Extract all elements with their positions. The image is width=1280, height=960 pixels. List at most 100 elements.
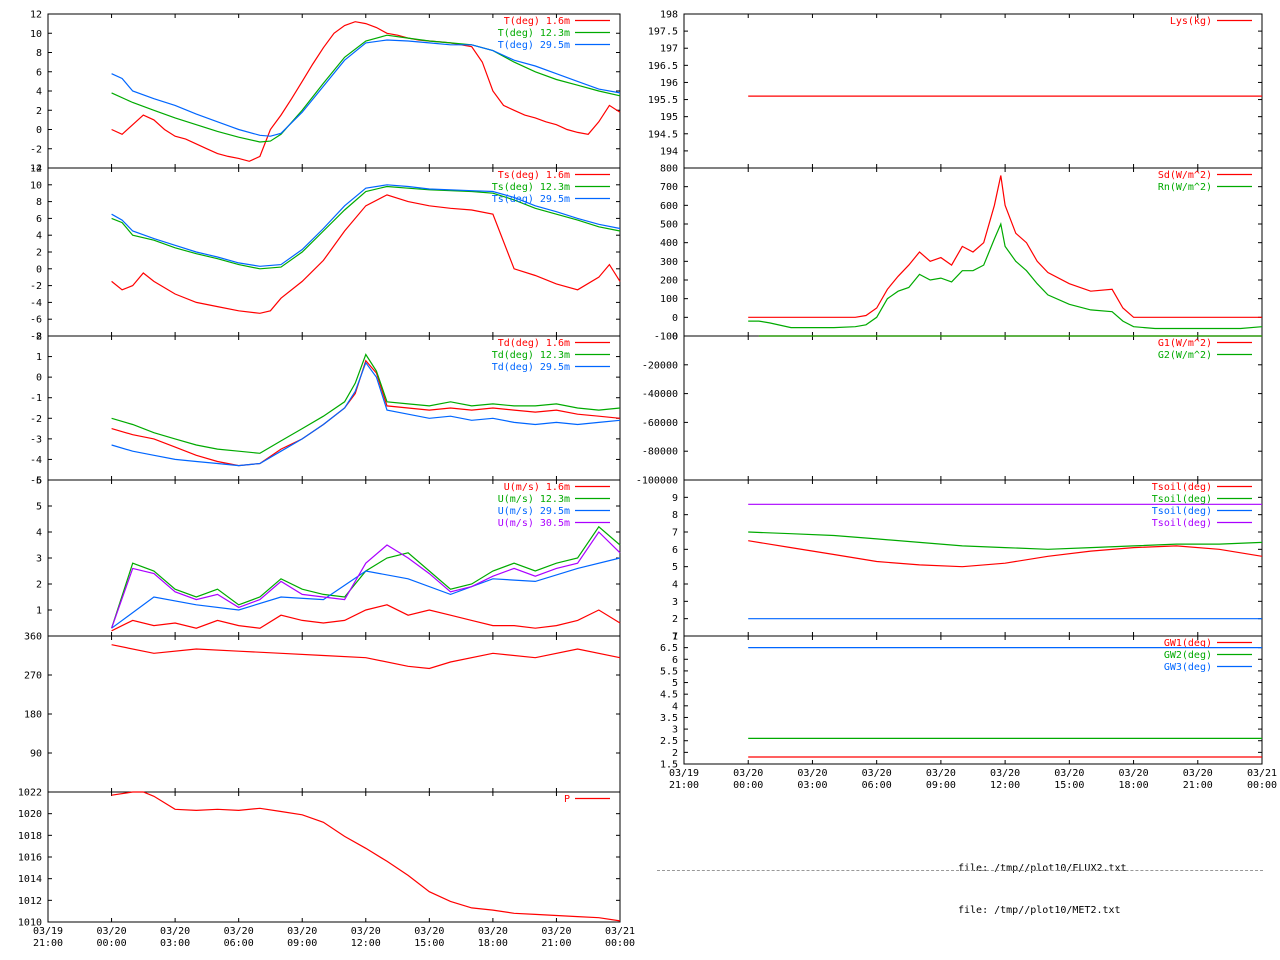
- legend-label: Tsoil(deg): [1152, 482, 1212, 493]
- y-tick-label: -4: [30, 298, 42, 309]
- legend-label: T(deg) 1.6m: [504, 16, 570, 27]
- x-tick-date: 03/20: [990, 768, 1020, 779]
- legend-label: U(m/s) 12.3m: [498, 494, 570, 505]
- y-tick-label: 10: [30, 180, 42, 191]
- y-tick-label: 1012: [18, 896, 42, 907]
- x-tick-date: 03/20: [733, 768, 763, 779]
- plot-frame: [683, 13, 1263, 169]
- series-line: [111, 184, 621, 267]
- series-line: [111, 34, 621, 143]
- legend-label: T(deg) 12.3m: [498, 28, 570, 39]
- x-tick-date: 03/19: [33, 926, 63, 937]
- x-tick-date: 03/20: [97, 926, 127, 937]
- legend-label: U(m/s) 30.5m: [498, 518, 570, 529]
- y-tick-label: 300: [660, 257, 678, 268]
- y-tick-label: 100: [660, 294, 678, 305]
- x-tick-time: 09:00: [287, 938, 317, 949]
- y-tick-label: -100: [654, 332, 678, 343]
- y-tick-label: -4: [30, 164, 42, 175]
- y-tick-label: 8: [672, 510, 678, 521]
- y-tick-label: -3: [30, 434, 42, 445]
- y-tick-label: -60000: [642, 418, 678, 429]
- y-tick-label: 2: [36, 332, 42, 343]
- y-tick-label: -80000: [642, 447, 678, 458]
- y-tick-label: 1.5: [660, 760, 678, 771]
- series-line: [111, 557, 621, 629]
- series-line: [111, 525, 621, 629]
- y-tick-label: 600: [660, 201, 678, 212]
- series-line: [111, 39, 621, 137]
- legend-label: GW2(deg): [1164, 650, 1212, 661]
- legend-label: U(m/s) 29.5m: [498, 506, 570, 517]
- y-tick-label: 7: [672, 528, 678, 539]
- legend-label: Sd(W/m^2): [1158, 170, 1212, 181]
- x-tick-time: 03:00: [160, 938, 190, 949]
- y-tick-label: 1010: [18, 918, 42, 929]
- legend-label: Lys(kg): [1170, 16, 1212, 27]
- legend-label: Td(deg) 12.3m: [492, 350, 570, 361]
- y-tick-label: 195.5: [648, 95, 678, 106]
- y-tick-label: 4.5: [660, 690, 678, 701]
- y-tick-label: 12: [30, 164, 42, 175]
- y-tick-label: 6.5: [660, 643, 678, 654]
- y-tick-label: 1: [36, 352, 42, 363]
- y-tick-label: 0: [36, 373, 42, 384]
- plot-frame: [683, 635, 1263, 765]
- legend-label: Tsoil(deg): [1152, 518, 1212, 529]
- y-tick-label: -2: [30, 144, 42, 155]
- y-tick-label: -5: [30, 476, 42, 487]
- file-label: file: /tmp//plot10/MET2.txt: [958, 905, 1121, 916]
- x-tick-time: 18:00: [478, 938, 508, 949]
- y-tick-label: 9: [672, 493, 678, 504]
- y-tick-label: 195: [660, 112, 678, 123]
- legend-label: T(deg) 29.5m: [498, 40, 570, 51]
- y-tick-label: 12: [30, 10, 42, 21]
- y-tick-label: 194.5: [648, 129, 678, 140]
- series-line: [748, 221, 1263, 330]
- y-tick-label: 0: [672, 313, 678, 324]
- y-tick-label: 1014: [18, 874, 42, 885]
- legend-label: GW3(deg): [1164, 662, 1212, 673]
- x-tick-date: 03/20: [478, 926, 508, 937]
- series-line: [111, 644, 621, 670]
- legend-label: GW1(deg): [1164, 638, 1212, 649]
- y-tick-label: 4: [672, 701, 678, 712]
- y-tick-label: 8: [36, 197, 42, 208]
- y-tick-label: 3: [672, 725, 678, 736]
- y-tick-label: 8: [36, 48, 42, 59]
- x-tick-date: 03/20: [224, 926, 254, 937]
- legend-label: Ts(deg) 29.5m: [492, 194, 570, 205]
- x-tick-date: 03/20: [414, 926, 444, 937]
- y-tick-label: 0: [672, 332, 678, 343]
- y-tick-label: 6: [672, 545, 678, 556]
- y-tick-label: 5: [672, 678, 678, 689]
- y-tick-label: -4: [30, 455, 42, 466]
- y-tick-label: 4: [36, 87, 42, 98]
- y-tick-label: 0: [36, 125, 42, 136]
- x-tick-time: 06:00: [862, 780, 892, 791]
- series-line: [748, 175, 1262, 318]
- x-tick-time: 15:00: [1054, 780, 1084, 791]
- x-tick-date: 03/20: [160, 926, 190, 937]
- x-tick-date: 03/21: [1247, 768, 1277, 779]
- x-tick-time: 00:00: [97, 938, 127, 949]
- series-line: [111, 359, 621, 467]
- y-tick-label: 1: [36, 606, 42, 617]
- x-tick-time: 21:00: [541, 938, 571, 949]
- series-line: [111, 531, 621, 629]
- y-tick-label: 2: [36, 248, 42, 259]
- x-tick-time: 21:00: [1183, 780, 1213, 791]
- plot-frame: [47, 635, 621, 793]
- y-tick-label: 7: [672, 632, 678, 643]
- y-tick-label: 360: [24, 632, 42, 643]
- legend-label: U(m/s) 1.6m: [504, 482, 570, 493]
- y-tick-label: -100000: [636, 476, 678, 487]
- series-line: [111, 21, 621, 162]
- y-tick-label: 3: [672, 597, 678, 608]
- y-tick-label: -6: [30, 315, 42, 326]
- y-tick-label: 700: [660, 182, 678, 193]
- y-tick-label: 200: [660, 276, 678, 287]
- series-line: [111, 791, 621, 922]
- y-tick-label: 1020: [18, 809, 42, 820]
- y-tick-label: -1: [30, 393, 42, 404]
